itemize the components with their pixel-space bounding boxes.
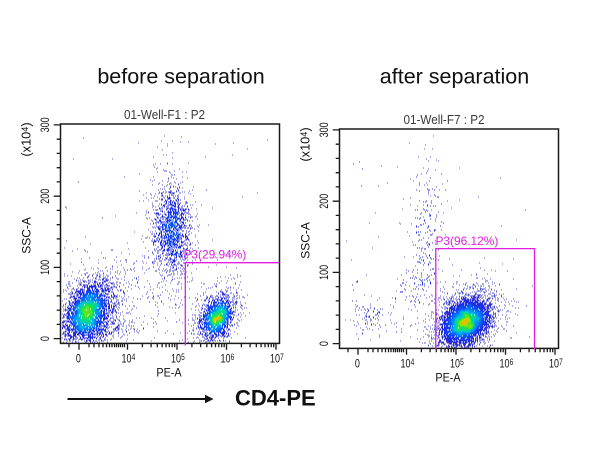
svg-text:0: 0 <box>39 336 53 341</box>
svg-text:P3(96.12%): P3(96.12%) <box>436 234 499 248</box>
svg-text:0: 0 <box>76 352 81 366</box>
svg-text:300: 300 <box>318 122 332 137</box>
svg-text:after separation: after separation <box>380 65 529 89</box>
svg-text:0: 0 <box>355 357 360 371</box>
svg-text:200: 200 <box>39 189 53 204</box>
svg-text:(x104): (x104) <box>298 127 313 161</box>
svg-text:01-Well-F1 : P2: 01-Well-F1 : P2 <box>124 108 205 122</box>
svg-text:SSC-A: SSC-A <box>20 217 34 254</box>
svg-text:SSC-A: SSC-A <box>299 222 313 259</box>
svg-text:PE-A: PE-A <box>156 367 182 380</box>
svg-text:300: 300 <box>39 117 53 132</box>
svg-text:100: 100 <box>318 265 332 280</box>
svg-text:CD4-PE: CD4-PE <box>235 386 316 411</box>
svg-text:P3(29.94%): P3(29.94%) <box>184 247 247 261</box>
svg-text:100: 100 <box>39 260 53 275</box>
svg-text:0: 0 <box>318 341 332 346</box>
svg-text:before separation: before separation <box>97 65 264 89</box>
svg-text:01-Well-F7 : P2: 01-Well-F7 : P2 <box>403 113 484 127</box>
svg-text:PE-A: PE-A <box>435 372 461 385</box>
svg-text:200: 200 <box>318 194 332 209</box>
svg-text:(x104): (x104) <box>19 122 34 156</box>
